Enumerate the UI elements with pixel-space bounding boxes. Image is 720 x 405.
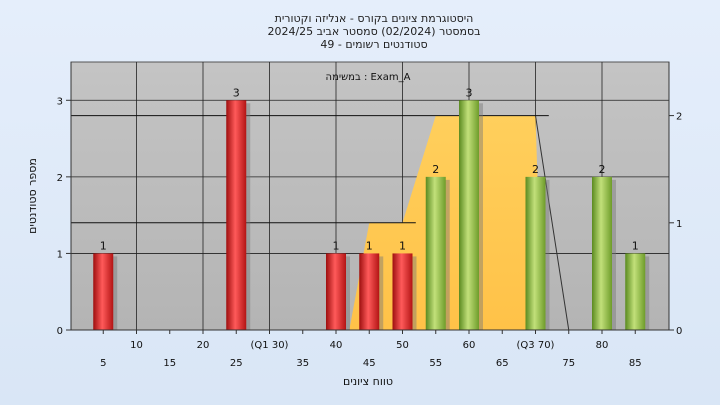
bar-value-label-2: 1 (333, 239, 340, 252)
bar-8 (592, 176, 612, 330)
y2-tick-label-0: 0 (676, 326, 682, 337)
bar-value-label-3: 1 (366, 239, 373, 252)
title-line-1: היסטוגרמת ציונים בקורס - אנליזה וקטורית (275, 12, 474, 25)
bar-0 (93, 253, 114, 330)
x-tick-label-13: (Q3 70) (517, 340, 555, 351)
bar-6 (459, 100, 479, 331)
bar-value-label-8: 2 (599, 163, 606, 176)
bar-value-label-6: 3 (466, 86, 473, 99)
bar-value-label-5: 2 (432, 163, 439, 176)
x-tick-label-15: 80 (596, 340, 609, 351)
x-tick-label-14: 75 (562, 358, 575, 369)
x-axis-title: טווח ציונים (343, 375, 393, 388)
bar-value-label-0: 1 (100, 239, 107, 252)
bar-value-label-9: 1 (632, 239, 639, 252)
bar-value-label-7: 2 (532, 163, 539, 176)
x-tick-label-5: (Q1 30) (251, 340, 289, 351)
title-line-3: סטודנטים רשומים - 49 (320, 38, 427, 51)
bar-4 (392, 253, 413, 330)
x-tick-label-10: 55 (429, 358, 442, 369)
y2-tick-label-1: 1 (676, 219, 682, 230)
x-tick-label-7: 40 (330, 340, 343, 351)
x-tick-label-3: 20 (197, 340, 210, 351)
bar-2 (326, 253, 346, 330)
annotation-text: במשימה : Exam_A (326, 72, 411, 83)
bar-value-labels: 1 3 1 1 1 2 3 2 2 1 (100, 86, 639, 252)
x-tick-label-12: 65 (496, 358, 509, 369)
x-tick-label-11: 60 (463, 340, 476, 351)
area-outline-line (535, 115, 570, 331)
y2-tick-label-2: 2 (676, 112, 682, 123)
bar-1 (226, 100, 247, 331)
x-tick-label-9: 50 (396, 340, 409, 351)
bar-value-label-4: 1 (399, 239, 406, 252)
y-tick-label-3: 3 (57, 96, 63, 107)
x-tick-label-2: 15 (163, 358, 176, 369)
x-tick-label-4: 25 (230, 358, 243, 369)
x-tick-label-0: 5 (100, 358, 106, 369)
x-tick-label-8: 45 (363, 358, 376, 369)
bar-5 (425, 176, 446, 330)
bar-series (93, 100, 650, 331)
y-axis-title: מספר סטודנטים (26, 158, 39, 234)
title-line-2: בסמסטר (02/2024) סמסטר אביב 2024/25 (267, 25, 480, 38)
bar-7 (525, 176, 546, 330)
y-tick-label-1: 1 (57, 249, 63, 260)
x-tick-label-6: 35 (296, 358, 309, 369)
bar-value-label-1: 3 (233, 86, 240, 99)
bar-9 (625, 253, 646, 330)
x-tick-label-16: 85 (629, 358, 642, 369)
bar-3 (359, 253, 380, 330)
y-tick-label-0: 0 (57, 326, 63, 337)
x-tick-label-1: 10 (130, 340, 143, 351)
y-tick-label-2: 2 (57, 173, 63, 184)
